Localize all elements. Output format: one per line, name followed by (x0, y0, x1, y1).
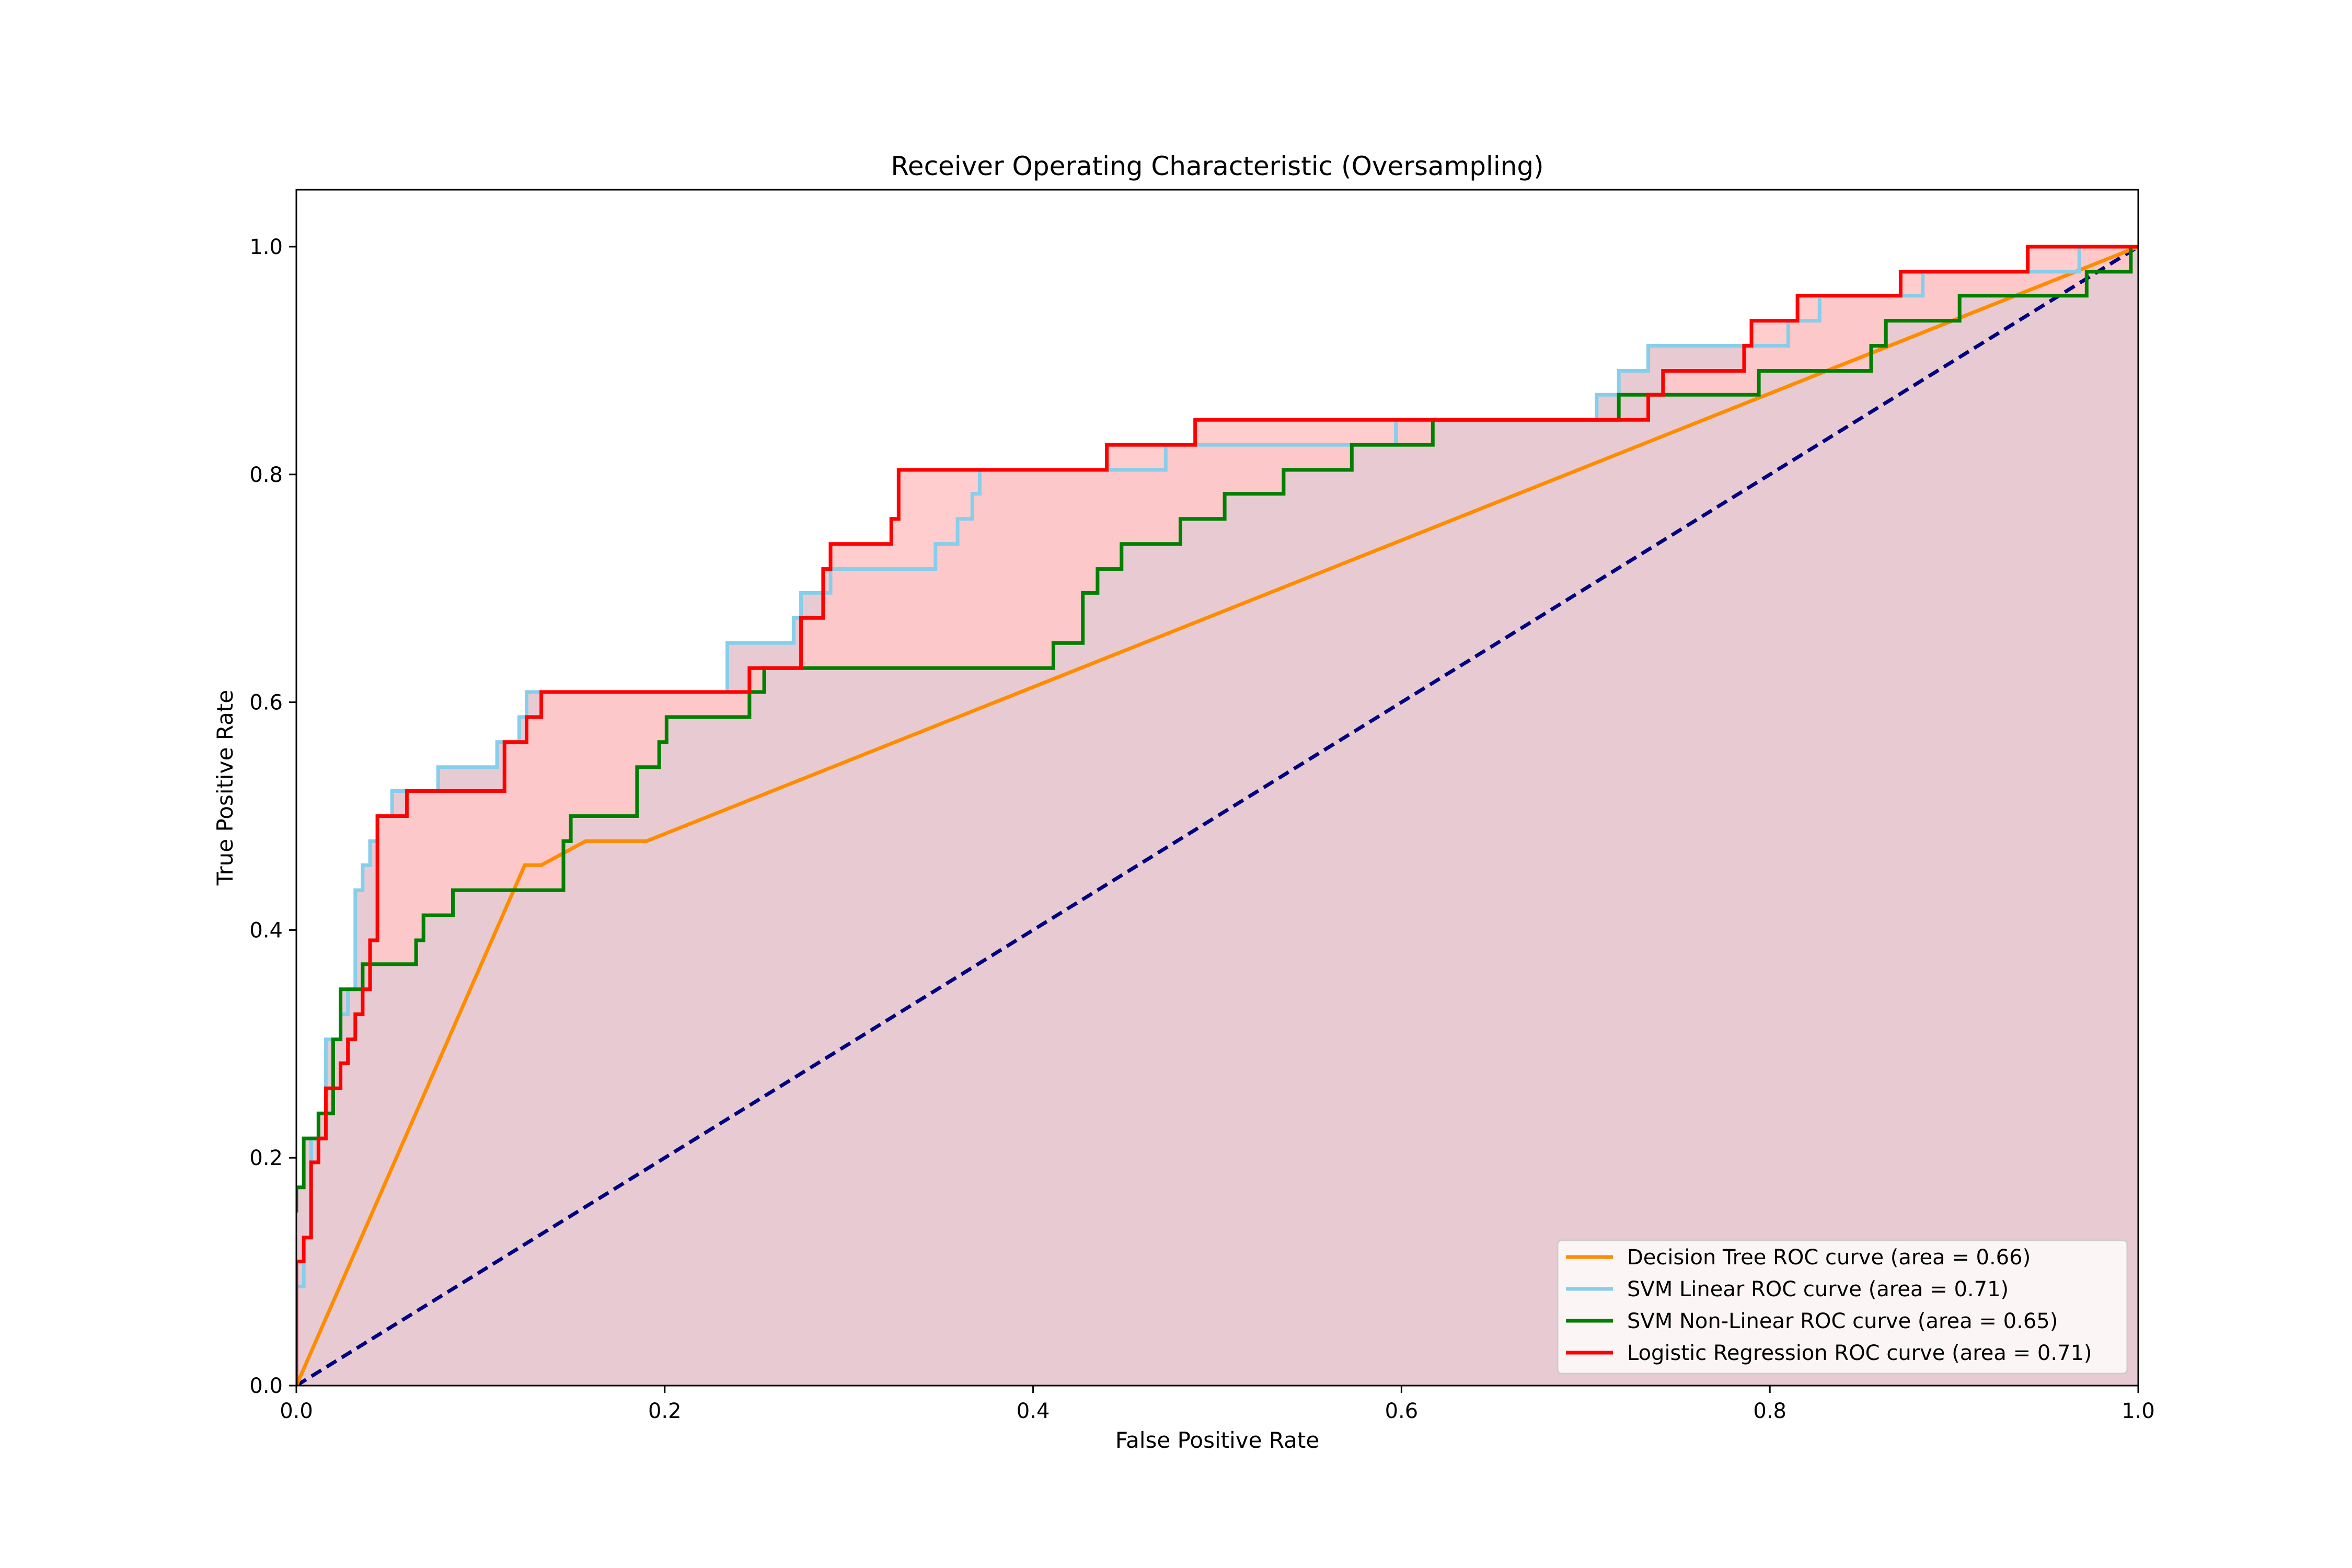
x-tick-label: 0.2 (648, 1399, 682, 1423)
y-tick-label: 1.0 (249, 235, 283, 259)
y-tick-label: 0.8 (249, 463, 283, 487)
y-tick-label: 0.0 (249, 1374, 283, 1398)
x-tick-label: 0.6 (1385, 1399, 1419, 1423)
x-axis-ticks: 0.0 0.2 0.4 0.6 0.8 1.0 (280, 1386, 2155, 1423)
reference-line (296, 245, 2138, 1386)
y-tick-label: 0.6 (249, 691, 283, 715)
x-tick-label: 0.0 (280, 1399, 313, 1423)
plot-area-frame (295, 189, 2139, 1387)
y-axis-ticks: 0.0 0.2 0.4 0.6 0.8 1.0 (249, 235, 296, 1398)
series-line-2 (296, 245, 2138, 1213)
series-line-3 (296, 245, 2138, 1386)
x-tick-label: 1.0 (2122, 1399, 2155, 1423)
roc-curves (296, 245, 2138, 1386)
y-tick-label: 0.2 (249, 1146, 283, 1170)
reference-diagonal (296, 245, 2138, 1386)
x-tick-label: 0.8 (1753, 1399, 1786, 1423)
legend: Decision Tree ROC curve (area = 0.66) SVM… (1557, 1239, 2128, 1375)
legend-label: Decision Tree ROC curve (area = 0.66) (1627, 1246, 2031, 1270)
legend-label: SVM Linear ROC curve (area = 0.71) (1627, 1277, 2009, 1301)
legend-label: Logistic Regression ROC curve (area = 0.… (1627, 1341, 2092, 1365)
chart-title: Receiver Operating Characteristic (Overs… (891, 151, 1543, 181)
x-axis-label: False Positive Rate (1115, 1427, 1319, 1453)
x-tick-label: 0.4 (1017, 1399, 1050, 1423)
legend-box (1557, 1239, 2128, 1375)
y-axis-label: True Positive Rate (212, 690, 238, 886)
y-tick-label: 0.4 (249, 918, 283, 942)
legend-label: SVM Non-Linear ROC curve (area = 0.65) (1627, 1309, 2058, 1333)
